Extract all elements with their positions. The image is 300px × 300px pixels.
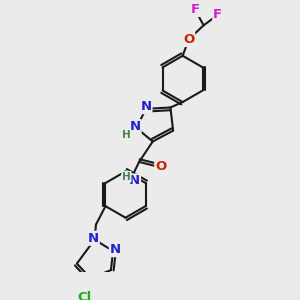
Text: N: N xyxy=(88,232,99,245)
Text: N: N xyxy=(140,100,152,113)
Text: H: H xyxy=(122,130,130,140)
Text: H: H xyxy=(122,172,131,182)
Text: F: F xyxy=(190,3,200,16)
Text: N: N xyxy=(130,120,141,133)
Text: O: O xyxy=(155,160,167,173)
Text: F: F xyxy=(213,8,222,22)
Text: Cl: Cl xyxy=(77,291,92,300)
Text: O: O xyxy=(183,33,194,46)
Text: N: N xyxy=(110,243,121,256)
Text: N: N xyxy=(129,175,140,188)
